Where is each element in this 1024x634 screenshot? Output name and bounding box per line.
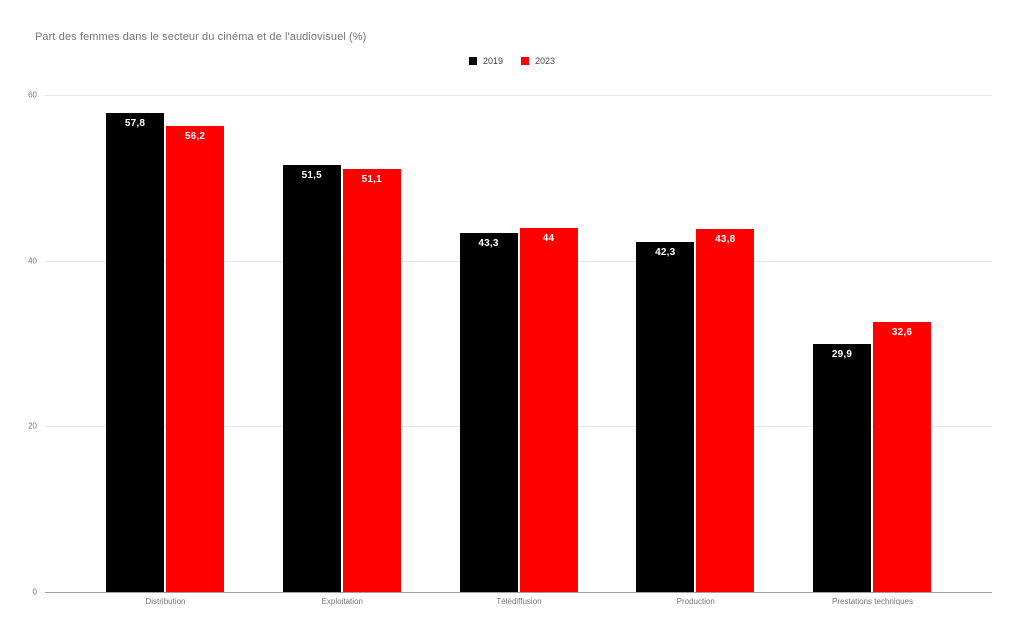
bar-2023-distribution: 56,2 <box>166 126 224 592</box>
y-axis-tick-label-20: 20 <box>28 421 37 431</box>
bar-2019-distribution: 57,8 <box>106 113 164 592</box>
bar-2023-télédiffusion: 44 <box>519 227 578 592</box>
y-axis-tick-label-40: 40 <box>28 256 37 266</box>
bar-value-label: 42,3 <box>655 246 676 258</box>
bar-2019-exploitation: 51,5 <box>282 165 341 592</box>
x-axis-category-label-prestations-techniques: Prestations techniques <box>832 597 913 606</box>
y-axis-tick-label-60: 60 <box>28 90 37 100</box>
bar-value-label: 56,2 <box>184 131 206 143</box>
bar-value-label: 44 <box>542 232 555 244</box>
legend-swatch-2023 <box>521 57 529 65</box>
bar-value-label: 51,1 <box>361 173 382 185</box>
bar-2019-télédiffusion: 43,3 <box>459 233 518 592</box>
bar-value-label: 57,8 <box>124 118 146 130</box>
legend-label: 2019 <box>482 56 503 66</box>
x-axis-category-label-distribution: Distribution <box>145 597 186 606</box>
legend-label: 2023 <box>535 56 556 66</box>
gridline-20 <box>45 426 992 428</box>
gridline-60 <box>45 95 992 96</box>
legend-item-2023[interactable]: 2023 <box>521 56 555 66</box>
x-axis-category-label-production: Production <box>676 597 715 606</box>
bar-value-label: 29,9 <box>831 349 853 361</box>
x-axis-baseline <box>45 592 992 593</box>
bar-2019-prestations-techniques: 29,9 <box>813 344 871 592</box>
gridline-40 <box>45 260 992 262</box>
legend-swatch-2019 <box>468 57 477 65</box>
y-axis-tick-label-0: 0 <box>32 587 37 597</box>
x-axis-category-label-télédiffusion: Télédiffusion <box>496 597 542 606</box>
legend: 2019 2023 <box>0 56 1024 66</box>
bar-2019-production: 42,3 <box>636 241 695 592</box>
bar-value-label: 32,6 <box>891 326 913 338</box>
bar-2023-production: 43,8 <box>696 229 755 592</box>
bar-value-label: 51,5 <box>301 170 322 182</box>
bar-value-label: 43,3 <box>478 238 499 250</box>
bar-2023-prestations-techniques: 32,6 <box>873 321 931 592</box>
legend-item-2019[interactable]: 2019 <box>468 56 503 66</box>
bar-value-label: 43,8 <box>715 234 736 246</box>
chart-title: Part des femmes dans le secteur du ciném… <box>35 31 367 43</box>
plot-area: 0 20 40 60 57,8 56,2 Distribution 51,5 51,1 Explo… <box>28 91 992 606</box>
x-axis-category-label-exploitation: Exploitation <box>321 597 363 606</box>
bar-2023-exploitation: 51,1 <box>342 168 401 592</box>
